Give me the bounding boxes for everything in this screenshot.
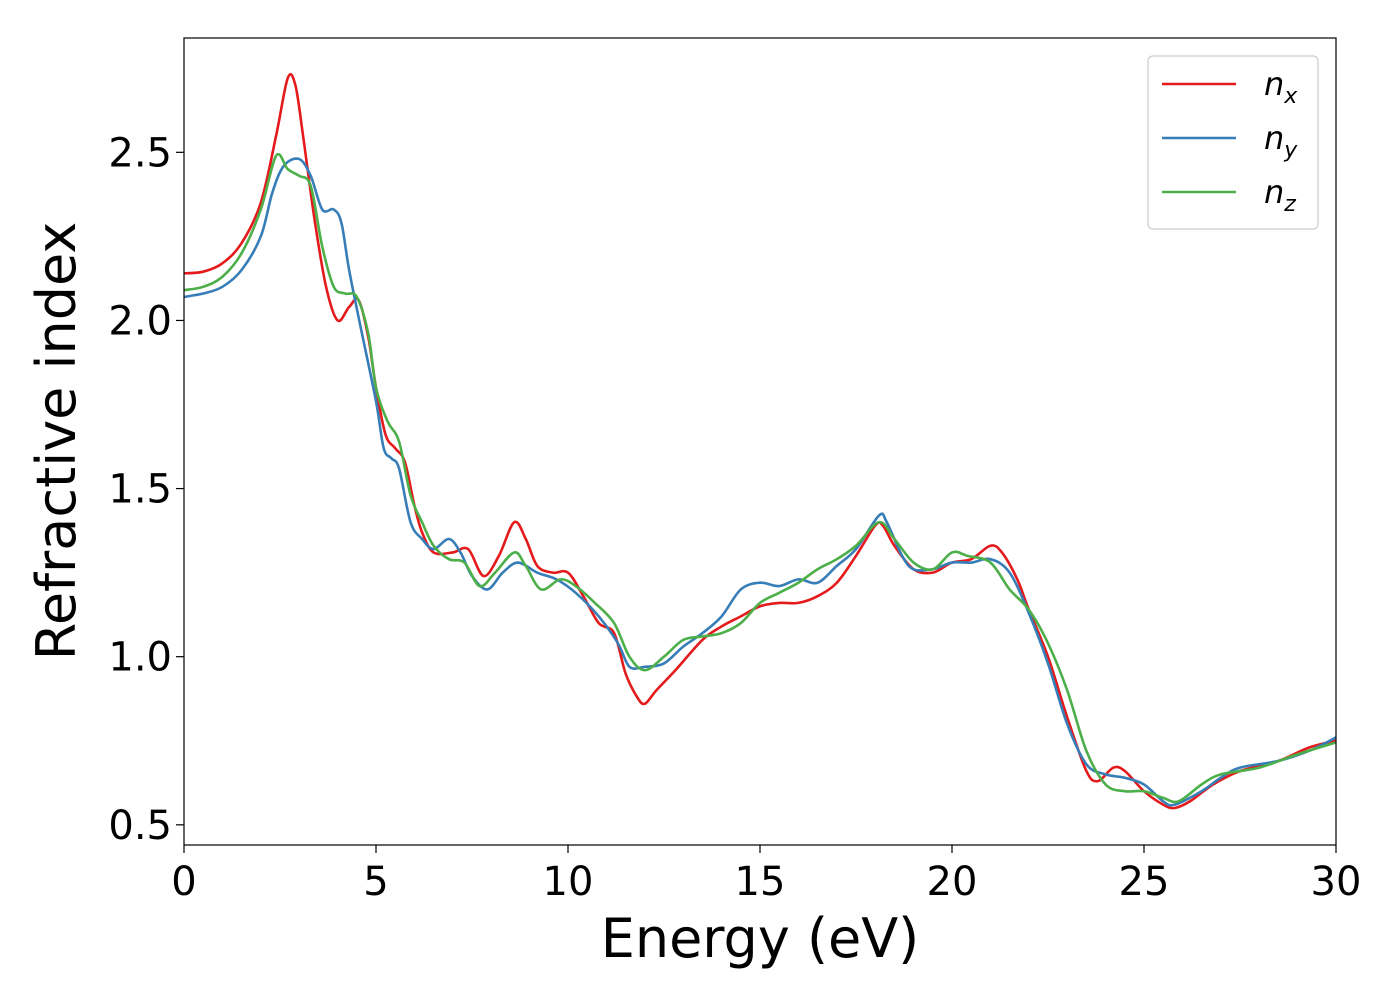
- series-line-n-y: [184, 157, 1336, 807]
- legend-label-n-x: nx: [1264, 65, 1298, 109]
- legend-label-n-y: ny: [1264, 119, 1298, 163]
- series-layer: [184, 72, 1336, 810]
- x-tick-label: 20: [927, 859, 978, 905]
- y-tick-label: 1.0: [108, 635, 172, 681]
- x-tick-label: 10: [543, 859, 594, 905]
- x-tick-label: 15: [735, 859, 786, 905]
- x-tick-label: 30: [1311, 859, 1362, 905]
- x-axis-title: Energy (eV): [601, 907, 920, 970]
- x-tick-label: 0: [171, 859, 196, 905]
- y-tick-label: 2.5: [108, 130, 172, 176]
- y-tick-label: 1.5: [108, 467, 172, 513]
- x-axis: 0 5 10 15 20 25 30: [171, 845, 1361, 905]
- legend-box: [1147, 55, 1319, 230]
- y-axis-title: Refractive index: [25, 222, 88, 661]
- series-line-n-x: [184, 72, 1336, 810]
- y-axis: 0.5 1.0 1.5 2.0 2.5: [108, 130, 184, 849]
- y-tick-label: 2.0: [108, 298, 172, 344]
- x-tick-label: 5: [363, 859, 388, 905]
- x-tick-label: 25: [1119, 859, 1170, 905]
- y-tick-label: 0.5: [108, 803, 172, 849]
- series-line-n-z: [184, 152, 1336, 804]
